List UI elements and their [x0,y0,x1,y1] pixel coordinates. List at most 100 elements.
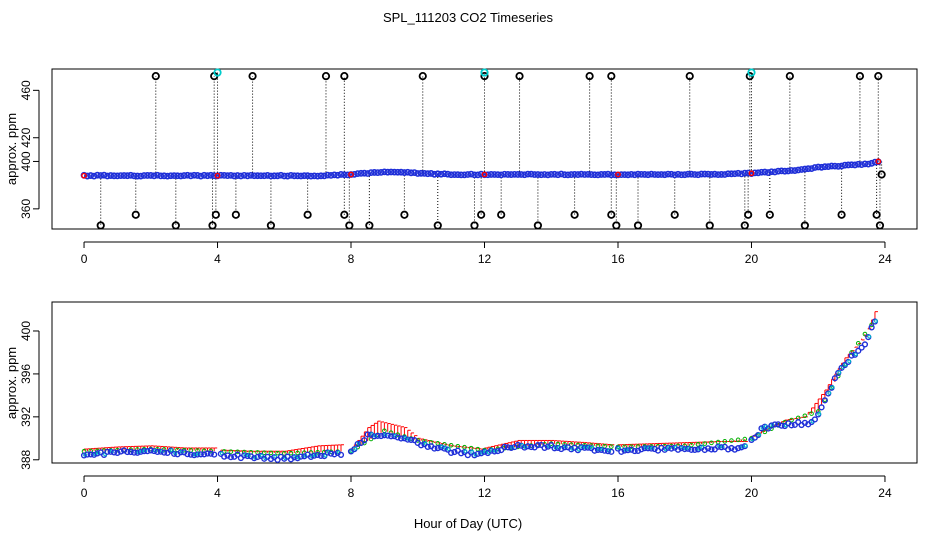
co2-point [808,165,815,173]
outlier-point [470,221,479,230]
blue-circle-point [731,446,738,453]
blue-circle-point [124,448,131,456]
co2-point [260,172,268,180]
co2-point [174,172,181,180]
outlier-point [171,221,180,230]
co2-point [871,158,879,166]
co2-point [667,170,675,178]
outlier-point [433,221,442,230]
flagged-point [480,68,489,77]
co2-point [718,171,725,178]
co2-point [527,170,535,178]
green-mid-point [362,440,367,446]
co2-point [761,168,769,176]
co2-point [644,171,652,179]
blue-circle-point [434,445,441,452]
co2-point [367,169,375,177]
co2-point [411,169,418,176]
co2-point [414,170,422,177]
outlier-point [740,221,749,230]
outlier-point [340,72,349,81]
co2-point [324,171,332,179]
outlier-point [480,72,489,81]
co2-point [531,171,538,178]
blue-circle-point [831,375,839,382]
co2-point [694,171,702,179]
co2-point [344,171,352,179]
co2-point [487,171,495,178]
co2-point [491,171,498,178]
top-x-tick-label: 16 [611,252,625,266]
co2-point [671,171,679,179]
co2-point [437,170,445,178]
bottom-y-tick-label: 392 [19,407,33,427]
blue-circle-point [868,324,875,331]
blue-circle-point [424,443,431,451]
co2-point [784,167,792,175]
co2-point [664,170,672,178]
co2-point [110,172,118,180]
bottom-x-tick-label: 8 [348,486,355,500]
top-y-axis-label: approx. ppm [4,113,19,185]
green-mid-point [855,340,861,346]
blue-circle-point [601,447,608,454]
blue-circle-point [397,435,405,442]
co2-point [90,172,98,180]
co2-point [788,167,795,174]
green-mid-point [722,439,728,444]
green-mid-point [629,444,634,449]
blue-circle-point [848,352,855,359]
outlier-point [607,72,616,81]
blue-circle-point [407,436,415,443]
top-y-tick-label: 400 [19,151,33,171]
co2-point [744,169,752,177]
co2-point [390,168,398,176]
background-point [214,172,221,179]
co2-point [791,167,799,174]
co2-point [350,170,358,178]
blue-circle-point [688,446,695,453]
co2-point [774,167,782,175]
co2-point [197,172,205,180]
co2-point [814,163,822,171]
blue-circle-point [161,449,168,456]
co2-point [247,171,255,179]
co2-point [134,172,141,180]
green-mid-point [448,442,454,448]
co2-point [647,170,655,178]
co2-point [861,160,869,168]
co2-point [594,171,602,179]
co2-point [234,172,241,179]
cyan-inner-point [837,370,842,375]
green-mid-point [789,417,794,423]
cyan-inner-point [757,432,762,437]
co2-point [300,172,308,180]
green-mid-point [769,426,774,431]
co2-point [244,172,251,180]
top-y-tick-label: 360 [19,199,33,219]
blue-circle-point [327,450,335,457]
top-x-tick-label: 8 [348,252,355,266]
blue-circle-point [858,344,865,351]
outlier-point [855,72,865,81]
outlier-point [321,72,331,81]
blue-circle-point [591,447,598,454]
co2-point [811,164,819,171]
co2-point [607,171,615,179]
blue-circle-point [207,450,214,457]
outlier-point [208,221,217,230]
blue-circle-point [387,433,395,440]
green-mid-point [235,449,240,455]
cyan-inner-point [617,446,621,450]
co2-point [210,172,218,180]
co2-point [804,165,812,173]
co2-point [277,171,285,179]
co2-point [87,172,95,179]
green-mid-point [762,429,768,435]
outlier-point [96,221,105,230]
co2-point [547,170,555,178]
blue-circle-point [498,447,505,454]
co2-point [781,167,789,175]
co2-point [164,172,171,180]
co2-point [270,172,278,180]
